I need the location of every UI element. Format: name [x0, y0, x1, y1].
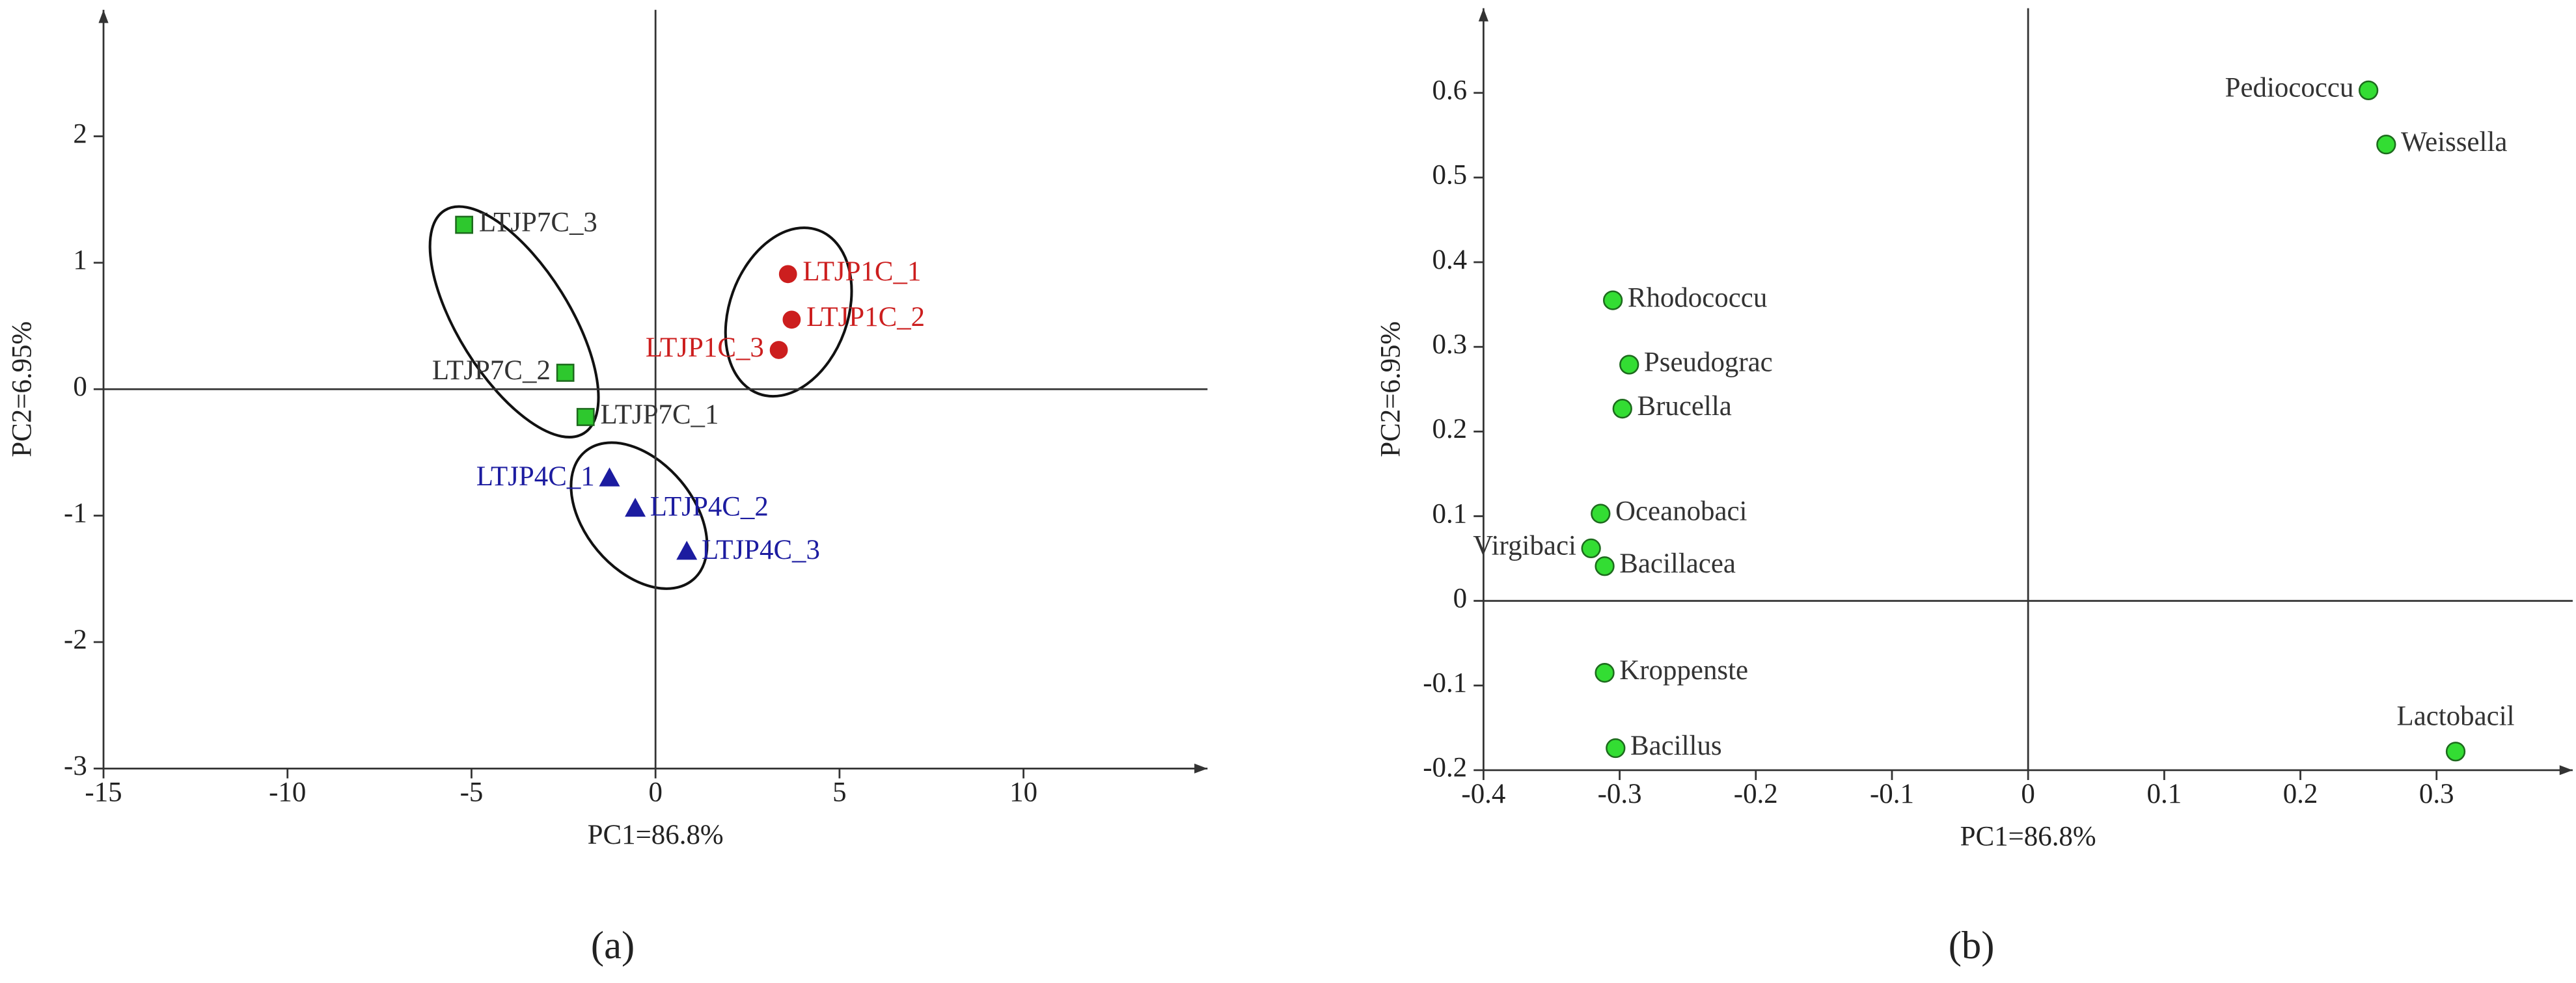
- point-label: Bacillacea: [1619, 548, 1736, 579]
- point: [2376, 134, 2396, 155]
- point-label: Lactobacil: [2397, 701, 2515, 732]
- point-label: Pediococcu: [2225, 73, 2354, 103]
- x-tick-label: 10: [1009, 777, 1037, 808]
- point-label: Virgibaci: [1473, 531, 1576, 561]
- point: [1591, 504, 1611, 524]
- point: [1612, 399, 1632, 419]
- y-tick-label: -0.2: [1423, 753, 1467, 783]
- y-tick-label: 0.3: [1432, 329, 1467, 360]
- point-label: LTJP1C_2: [806, 302, 925, 332]
- y-axis-title: PC2=6.95%: [7, 321, 38, 457]
- point-label: LTJP4C_3: [702, 535, 820, 565]
- x-tick-label: 0.3: [2419, 779, 2454, 809]
- x-tick-label: -0.1: [1870, 779, 1914, 809]
- point: [2359, 80, 2379, 101]
- cluster-ellipse: [724, 226, 853, 398]
- caption: (b): [1949, 924, 1995, 967]
- point-label: LTJP1C_3: [646, 332, 764, 363]
- x-tick-label: -15: [85, 777, 122, 808]
- point: [556, 364, 575, 382]
- point: [1595, 663, 1615, 683]
- axis-arrow: [2559, 765, 2573, 775]
- point-label: LTJP4C_1: [476, 461, 595, 492]
- x-tick-label: -0.4: [1461, 779, 1505, 809]
- point: [1619, 355, 1639, 375]
- point-label: Oceanobaci: [1615, 496, 1747, 526]
- point: [676, 541, 698, 560]
- point: [1595, 556, 1615, 576]
- y-tick-label: 2: [73, 118, 87, 149]
- y-tick-label: 0.1: [1432, 498, 1467, 529]
- x-tick-label: -5: [460, 777, 484, 808]
- y-tick-label: -2: [64, 625, 87, 655]
- point-label: Bacillus: [1630, 731, 1722, 761]
- y-tick-label: 0.6: [1432, 75, 1467, 106]
- axis-arrow: [1478, 8, 1488, 21]
- point: [455, 215, 474, 234]
- y-tick-label: 0.2: [1432, 414, 1467, 444]
- point: [1602, 290, 1623, 310]
- y-tick-label: -3: [64, 751, 87, 781]
- point-label: Brucella: [1637, 391, 1731, 422]
- ellipses: [428, 205, 853, 590]
- x-tick-label: -0.2: [1734, 779, 1778, 809]
- point: [599, 467, 620, 487]
- point-label: Pseudograc: [1644, 347, 1773, 377]
- point: [576, 408, 595, 426]
- point-label: Weissella: [2401, 127, 2507, 157]
- y-tick-label: 0.4: [1432, 245, 1467, 275]
- y-tick-label: -1: [64, 498, 87, 528]
- x-tick-label: 5: [832, 777, 846, 808]
- cluster-ellipse: [428, 205, 600, 438]
- caption: (a): [591, 924, 635, 967]
- point-label: LTJP1C_1: [802, 256, 921, 287]
- point: [625, 498, 646, 517]
- point: [1581, 538, 1601, 559]
- point-label: LTJP7C_1: [600, 399, 719, 430]
- y-tick-label: 0: [73, 371, 87, 402]
- x-axis-title: PC1=86.8%: [1960, 822, 2096, 852]
- point-label: LTJP4C_2: [650, 492, 769, 522]
- x-tick-label: 0: [2021, 779, 2035, 809]
- point-label: Rhodococcu: [1628, 282, 1767, 313]
- y-tick-label: 0: [1453, 583, 1467, 613]
- axis-arrow: [98, 10, 109, 23]
- y-tick-label: 1: [73, 245, 87, 276]
- point: [769, 341, 788, 359]
- y-tick-label: -0.1: [1423, 668, 1467, 699]
- x-tick-label: 0.1: [2147, 779, 2182, 809]
- point-label: LTJP7C_3: [479, 207, 597, 237]
- x-tick-label: 0.2: [2283, 779, 2318, 809]
- x-tick-label: -0.3: [1598, 779, 1642, 809]
- axis-arrow: [1194, 763, 1208, 774]
- x-tick-label: 0: [648, 777, 662, 808]
- point: [2445, 742, 2466, 762]
- x-axis-title: PC1=86.8%: [588, 820, 724, 850]
- point: [782, 310, 801, 329]
- x-tick-label: -10: [269, 777, 306, 808]
- cluster-ellipse: [569, 441, 709, 590]
- point: [1606, 738, 1626, 759]
- y-tick-label: 0.5: [1432, 160, 1467, 191]
- y-axis-title: PC2=6.95%: [1375, 321, 1406, 457]
- point: [778, 265, 797, 284]
- point-label: Kroppenste: [1619, 655, 1748, 686]
- point-label: LTJP7C_2: [432, 355, 551, 386]
